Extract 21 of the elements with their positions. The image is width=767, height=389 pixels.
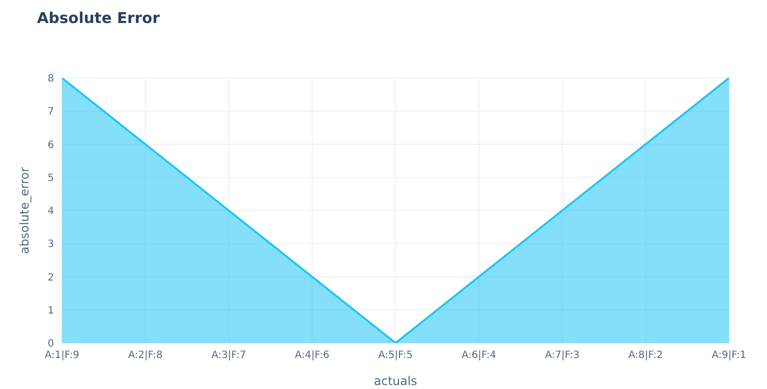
x-tick-label: A:2|F:8 bbox=[128, 350, 163, 362]
y-tick-label: 7 bbox=[48, 106, 54, 118]
x-axis-title: actuals bbox=[374, 374, 418, 388]
y-tick-label: 6 bbox=[48, 140, 54, 151]
chart-title: Absolute Error bbox=[37, 9, 160, 27]
x-tick-label: A:6|F:4 bbox=[462, 350, 496, 362]
x-tick-label: A:9|F:1 bbox=[712, 350, 746, 362]
x-tick-label: A:4|F:6 bbox=[294, 350, 330, 362]
x-tick-label: A:1|F:9 bbox=[44, 350, 80, 362]
x-tick-label: A:7|F:3 bbox=[545, 350, 580, 362]
x-tick-label: A:8|F:2 bbox=[628, 350, 663, 362]
y-tick-label: 3 bbox=[48, 239, 54, 250]
y-tick-label: 2 bbox=[48, 272, 54, 284]
y-axis-title: absolute_error bbox=[17, 167, 32, 254]
y-tick-label: 5 bbox=[48, 172, 54, 184]
x-tick-label: A:5|F:5 bbox=[378, 350, 413, 362]
y-tick-label: 8 bbox=[48, 74, 54, 85]
y-tick-label: 0 bbox=[48, 338, 54, 350]
x-tick-label: A:3|F:7 bbox=[212, 350, 246, 362]
y-tick-label: 4 bbox=[48, 206, 54, 218]
y-tick-label: 1 bbox=[48, 305, 54, 316]
